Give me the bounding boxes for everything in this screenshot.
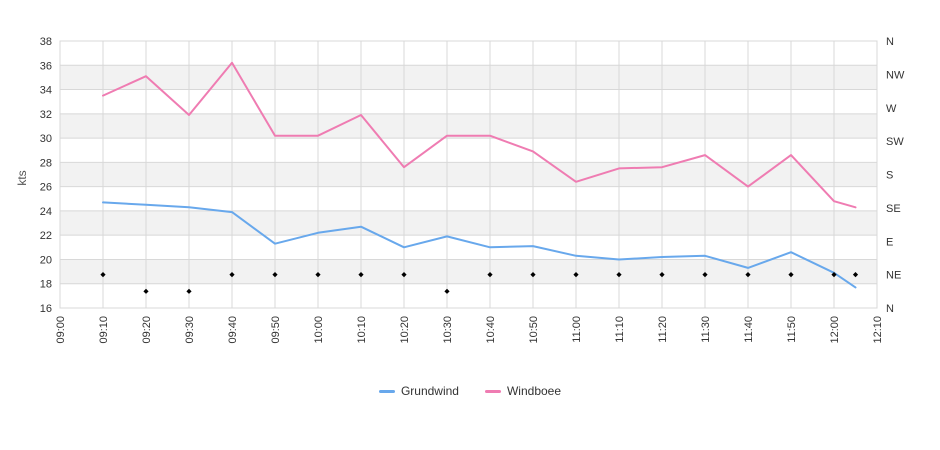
y-tick-label-kts: 16 xyxy=(40,303,52,315)
plot-band xyxy=(60,162,877,187)
y-tick-label-kts: 34 xyxy=(40,85,52,97)
x-tick-label: 12:10 xyxy=(872,316,884,344)
y-tick-label-kts: 26 xyxy=(40,182,52,194)
wind-direction-marker xyxy=(530,272,536,278)
y-tick-label-direction: NW xyxy=(886,69,905,81)
y-tick-label-direction: SE xyxy=(886,203,901,215)
wind-direction-marker xyxy=(702,272,708,278)
series-line-windboee xyxy=(102,61,857,209)
x-tick-label: 12:00 xyxy=(829,316,841,344)
y-tick-label-direction: S xyxy=(886,170,893,182)
windboee-line-icon xyxy=(484,389,501,393)
plot-band xyxy=(60,259,877,284)
y-tick-label-kts: 32 xyxy=(40,109,52,121)
wind-direction-marker xyxy=(229,272,235,278)
legend-item-grundwind[interactable]: Grundwind xyxy=(378,384,459,398)
y-tick-label-direction: SW xyxy=(886,136,904,148)
x-tick-label: 10:30 xyxy=(442,316,454,344)
wind-direction-marker xyxy=(831,272,837,278)
y-tick-label-direction: W xyxy=(886,103,897,115)
y-tick-label-direction: NE xyxy=(886,270,901,282)
x-tick-label: 11:50 xyxy=(786,316,798,343)
wind-direction-marker xyxy=(659,272,665,278)
plot-band xyxy=(60,210,877,236)
legend-item-windboee[interactable]: Windboee xyxy=(484,384,562,398)
wind-direction-marker xyxy=(573,272,579,278)
wind-direction-marker xyxy=(788,272,794,278)
plot-band xyxy=(60,113,877,139)
wind-direction-marker xyxy=(745,272,751,278)
y-tick-label-direction: N xyxy=(886,303,894,315)
y-tick-label-kts: 28 xyxy=(40,157,52,169)
y-tick-label-kts: 20 xyxy=(40,254,52,266)
y-tick-label-kts: 36 xyxy=(40,60,52,72)
wind-direction-marker xyxy=(401,272,407,278)
wind-direction-marker xyxy=(186,288,192,294)
y-tick-label-kts: 24 xyxy=(40,206,52,218)
legend: Grundwind Windboee xyxy=(0,384,940,398)
y-tick-label-kts: 22 xyxy=(40,230,52,242)
x-tick-label: 09:30 xyxy=(184,316,196,344)
wind-direction-marker xyxy=(100,272,106,278)
wind-direction-marker xyxy=(852,272,859,278)
x-tick-label: 10:20 xyxy=(399,316,411,344)
plot-band xyxy=(60,65,877,90)
series-line-grundwind xyxy=(102,201,857,289)
x-tick-label: 11:40 xyxy=(743,316,755,343)
x-tick-label: 10:50 xyxy=(528,316,540,344)
x-tick-label: 11:20 xyxy=(657,316,669,343)
wind-direction-marker xyxy=(487,272,493,278)
y-axis-title: kts xyxy=(15,170,29,185)
wind-direction-marker xyxy=(444,288,450,294)
plot-border xyxy=(59,40,878,309)
wind-direction-marker xyxy=(143,288,149,294)
y-tick-label-direction: N xyxy=(886,36,894,48)
wind-direction-marker xyxy=(315,272,321,278)
wind-direction-marker xyxy=(272,272,278,278)
y-tick-label-kts: 30 xyxy=(40,133,52,145)
x-tick-label: 09:10 xyxy=(98,316,110,344)
x-tick-label: 11:30 xyxy=(700,316,712,343)
y-tick-label-direction: E xyxy=(886,236,893,248)
x-tick-label: 10:10 xyxy=(356,316,368,344)
x-tick-label: 09:20 xyxy=(141,316,153,344)
x-tick-label: 11:00 xyxy=(571,316,583,343)
x-tick-label: 09:40 xyxy=(227,316,239,344)
x-tick-label: 11:10 xyxy=(614,316,626,343)
y-tick-label-kts: 38 xyxy=(40,36,52,48)
grundwind-line-icon xyxy=(378,389,395,393)
x-tick-label: 09:00 xyxy=(55,316,67,344)
legend-label-windboee: Windboee xyxy=(506,384,562,398)
wind-direction-marker xyxy=(358,272,364,278)
y-tick-label-kts: 18 xyxy=(40,279,52,291)
x-tick-label: 10:00 xyxy=(313,316,325,344)
legend-label-grundwind: Grundwind xyxy=(400,384,459,398)
wind-direction-marker xyxy=(616,272,622,278)
x-tick-label: 09:50 xyxy=(270,316,282,344)
x-tick-label: 10:40 xyxy=(485,316,497,344)
